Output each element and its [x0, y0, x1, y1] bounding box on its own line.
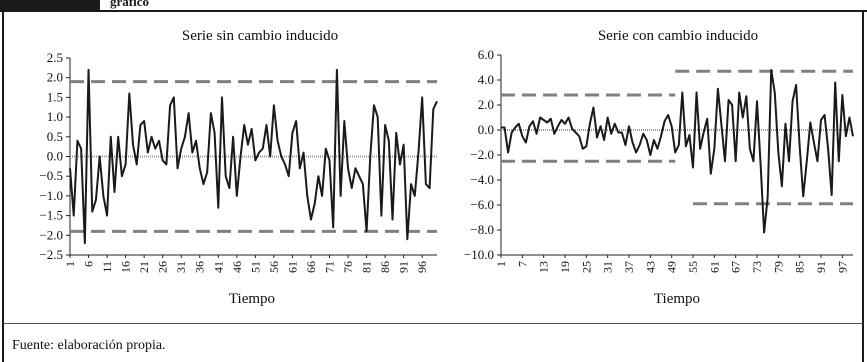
left-x-tick-label: 1: [63, 261, 77, 267]
right-x-tick-label: 79: [771, 261, 785, 273]
left-y-tick-label: −2.0: [39, 227, 63, 242]
left-y-tick-label: −2.5: [39, 247, 63, 262]
figure-footer: Fuente: elaboración propia.: [2, 324, 864, 362]
left-y-tick-label: 0.5: [47, 129, 63, 144]
right-y-tick-label: 4.0: [478, 72, 494, 87]
left-x-tick-label: 11: [100, 261, 114, 273]
charts-canvas: Serie sin cambio inducido Serie con camb…: [39, 28, 854, 307]
chart-left-xlabel: Tiempo: [229, 291, 275, 307]
left-x-tick-label: 16: [119, 261, 133, 273]
right-x-tick-label: 61: [707, 261, 721, 273]
left-y-tick-label: 1.0: [47, 109, 63, 124]
right-y-tick-label: −2.0: [470, 147, 494, 162]
left-x-tick-label: 36: [193, 261, 207, 273]
left-y-tick-label: 2.5: [47, 50, 63, 65]
chart-left-title: Serie sin cambio inducido: [182, 28, 338, 44]
right-x-tick-label: 91: [814, 261, 828, 273]
left-x-tick-label: 91: [397, 261, 411, 273]
right-x-tick-label: 97: [835, 261, 849, 273]
left-x-tick-label: 86: [378, 261, 392, 273]
left-x-tick-label: 31: [174, 261, 188, 273]
right-y-tick-label: −4.0: [470, 172, 494, 187]
right-x-tick-label: 73: [750, 261, 764, 273]
left-x-tick-label: 61: [285, 261, 299, 273]
figure-header-rule: [100, 0, 867, 12]
left-y-tick-label: −0.5: [39, 168, 63, 183]
figure-header-text: gráfico: [110, 0, 149, 9]
right-x-tick-label: 13: [537, 261, 551, 273]
right-x-tick-label: 55: [686, 261, 700, 273]
left-x-tick-label: 66: [304, 261, 318, 273]
left-x-tick-label: 46: [230, 261, 244, 273]
right-x-tick-label: 85: [793, 261, 807, 273]
right-y-tick-label: −6.0: [470, 197, 494, 212]
left-x-tick-label: 71: [322, 261, 336, 273]
right-y-tick-label: 6.0: [478, 47, 494, 62]
left-x-tick-label: 51: [248, 261, 262, 273]
right-x-tick-label: 31: [601, 261, 615, 273]
figure-number-tab: [0, 0, 100, 12]
left-y-tick-label: −1.5: [39, 208, 63, 223]
left-y-tick-label: 2.0: [47, 70, 63, 85]
left-series-line: [69, 68, 438, 245]
left-x-tick-label: 76: [341, 261, 355, 273]
left-x-tick-label: 81: [360, 261, 374, 273]
right-x-tick-label: 25: [579, 261, 593, 273]
right-y-tick-label: −10.0: [464, 247, 494, 262]
right-y-tick-label: 0.0: [478, 122, 494, 137]
left-y-tick-label: −1.0: [39, 188, 63, 203]
left-y-tick-label: 0.0: [47, 149, 63, 164]
chart-right-title: Serie con cambio inducido: [598, 28, 758, 44]
source-note: Fuente: elaboración propia.: [12, 338, 166, 353]
right-x-tick-label: 1: [494, 261, 508, 267]
figure-frame: [2, 12, 864, 324]
left-x-tick-label: 26: [156, 261, 170, 273]
right-y-tick-label: 2.0: [478, 97, 494, 112]
left-x-tick-label: 56: [267, 261, 281, 273]
right-x-tick-label: 37: [622, 261, 636, 273]
right-series-line: [501, 69, 854, 234]
right-x-tick-label: 7: [515, 261, 529, 267]
left-x-tick-label: 41: [211, 261, 225, 273]
left-x-tick-label: 96: [415, 261, 429, 273]
right-x-tick-label: 19: [558, 261, 572, 273]
right-x-tick-label: 67: [729, 261, 743, 273]
figure-header-bar: gráfico: [0, 0, 867, 12]
left-x-tick-label: 6: [82, 261, 96, 267]
left-y-tick-label: 1.5: [47, 89, 63, 104]
left-x-tick-label: 21: [137, 261, 151, 273]
chart-right-xlabel: Tiempo: [654, 291, 700, 307]
right-x-tick-label: 49: [665, 261, 679, 273]
right-y-tick-label: −8.0: [470, 222, 494, 237]
right-x-tick-label: 43: [643, 261, 657, 273]
